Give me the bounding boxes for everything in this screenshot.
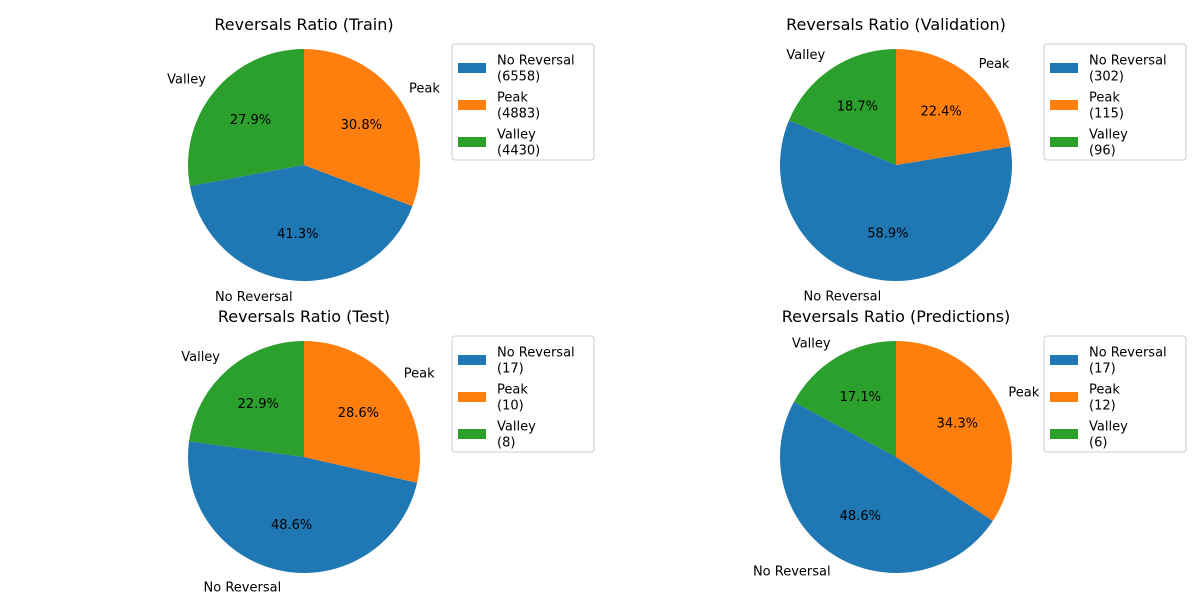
legend-swatch-valley — [1050, 429, 1078, 439]
pie-category-label: Peak — [404, 366, 435, 381]
pie-category-label: No Reversal — [804, 289, 882, 304]
legend-swatch-valley — [458, 429, 486, 439]
legend-entry-no-reversal: No Reversal — [1089, 346, 1167, 361]
pie-pct-label: 48.6% — [840, 509, 881, 524]
legend-entry-valley: Valley — [497, 420, 536, 435]
pie-category-label: Peak — [409, 82, 440, 97]
pie-slice-no-reversal — [189, 165, 413, 281]
legend-frame — [451, 335, 595, 453]
pie-pct-label: 22.4% — [920, 105, 961, 120]
pie-category-label: Peak — [979, 57, 1010, 72]
legend-entry-no-reversal: No Reversal — [497, 346, 575, 361]
legend-frame — [451, 43, 595, 161]
legend-swatch-no-reversal — [1050, 355, 1078, 365]
legend-entry-valley: (96) — [1089, 144, 1116, 159]
legend-swatch-no-reversal — [458, 63, 486, 73]
pie-pct-label: 58.9% — [867, 227, 908, 242]
legend-entry-valley: (8) — [497, 436, 515, 451]
pie-slice-no-reversal — [188, 441, 418, 573]
legend-entry-no-reversal: (17) — [497, 362, 524, 377]
legend-swatch-peak — [1050, 100, 1078, 110]
pie-pct-label: 27.9% — [230, 113, 271, 128]
pie-slice-no-reversal — [780, 402, 993, 573]
legend-entry-peak: Peak — [1089, 91, 1120, 106]
pie-category-label: No Reversal — [215, 290, 293, 305]
pie-panel-test: Reversals Ratio (Test) 22.9% Valley 48.6% N… — [181, 307, 595, 595]
legend-swatch-no-reversal — [1050, 63, 1078, 73]
legend-swatch-peak — [458, 392, 486, 402]
pie-category-label: Valley — [167, 72, 206, 87]
pie-slice-peak — [304, 341, 420, 483]
pie-panel-train: Reversals Ratio (Train) 27.9% Valley 41.3%… — [167, 15, 595, 305]
legend-entry-valley: (6) — [1089, 436, 1107, 451]
legend-entry-valley: (4430) — [497, 144, 540, 159]
legend-swatch-valley — [1050, 137, 1078, 147]
pie-pct-label: 34.3% — [937, 417, 978, 432]
legend-swatch-peak — [458, 100, 486, 110]
legend-frame — [1043, 335, 1187, 453]
pie-slice-peak — [896, 341, 1012, 521]
legend-swatch-valley — [458, 137, 486, 147]
pie-category-label: Valley — [792, 337, 831, 352]
legend-entry-peak: Peak — [1089, 383, 1120, 398]
pie-slice-peak — [896, 49, 1011, 165]
legend: No Reversal(17) Peak(10) Valley(8) — [451, 335, 595, 453]
pie-category-label: Valley — [181, 350, 220, 365]
legend-swatch-no-reversal — [458, 355, 486, 365]
legend-entry-peak: Peak — [497, 91, 528, 106]
legend-entry-valley: Valley — [497, 128, 536, 143]
pie-pct-label: 48.6% — [271, 518, 312, 533]
legend: No Reversal(6558) Peak(4883) Valley(4430) — [451, 43, 595, 161]
chart-title: Reversals Ratio (Predictions) — [782, 307, 1011, 326]
pie-slice-no-reversal — [780, 120, 1013, 281]
pie-category-label: No Reversal — [753, 564, 831, 579]
pie-pct-label: 30.8% — [341, 118, 382, 133]
pie-pct-label: 28.6% — [338, 406, 379, 421]
legend-swatch-peak — [1050, 392, 1078, 402]
pie-pct-label: 17.1% — [840, 390, 881, 405]
pie-panel-predictions: Reversals Ratio (Predictions) 17.1% Valle… — [753, 307, 1187, 579]
pie-slice-valley — [188, 49, 304, 187]
legend: No Reversal(302) Peak(115) Valley(96) — [1043, 43, 1187, 161]
legend-entry-peak: (10) — [497, 399, 524, 414]
pie-category-label: Valley — [786, 48, 825, 63]
pie-slice-valley — [189, 341, 304, 457]
pie-panel-validation: Reversals Ratio (Validation) 18.7% Valley… — [780, 15, 1187, 304]
legend-entry-valley: Valley — [1089, 128, 1128, 143]
pie-pct-label: 41.3% — [277, 227, 318, 242]
legend-entry-no-reversal: (302) — [1089, 70, 1124, 85]
chart-title: Reversals Ratio (Validation) — [786, 15, 1006, 34]
legend-entry-no-reversal: (6558) — [497, 70, 540, 85]
pie-pct-label: 22.9% — [238, 397, 279, 412]
legend-entry-no-reversal: No Reversal — [1089, 54, 1167, 69]
pie-slice-valley — [788, 49, 896, 165]
legend: No Reversal(17) Peak(12) Valley(6) — [1043, 335, 1187, 453]
legend-frame — [1043, 43, 1187, 161]
chart-title: Reversals Ratio (Test) — [218, 307, 390, 326]
pie-category-label: Peak — [1008, 386, 1039, 401]
chart-title: Reversals Ratio (Train) — [214, 15, 393, 34]
legend-entry-no-reversal: No Reversal — [497, 54, 575, 69]
pie-slice-valley — [793, 341, 896, 457]
legend-entry-peak: (12) — [1089, 399, 1116, 414]
legend-entry-peak: Peak — [497, 383, 528, 398]
legend-entry-valley: Valley — [1089, 420, 1128, 435]
pie-pct-label: 18.7% — [837, 100, 878, 115]
legend-entry-peak: (115) — [1089, 107, 1124, 122]
legend-entry-no-reversal: (17) — [1089, 362, 1116, 377]
pie-category-label: No Reversal — [204, 580, 282, 595]
legend-entry-peak: (4883) — [497, 107, 540, 122]
pie-slice-peak — [304, 48, 421, 207]
